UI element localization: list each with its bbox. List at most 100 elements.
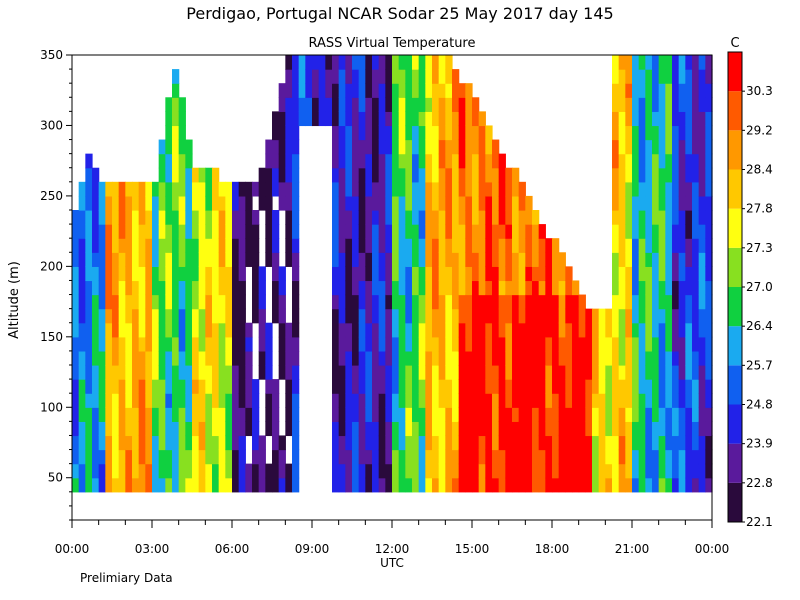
heatmap-cell [532,224,540,239]
heatmap-cell [592,379,600,394]
heatmap-cell [292,463,300,479]
heatmap-cell [452,463,460,479]
heatmap-cell [412,167,420,183]
heatmap-cell [145,336,153,352]
heatmap-cell [212,238,220,253]
heatmap-cell [292,55,300,70]
heatmap-cell [498,308,506,324]
heatmap-cell [338,69,346,84]
heatmap-cell [558,393,566,408]
heatmap-cell [465,393,473,408]
heatmap-cell [672,421,680,437]
heatmap-cell [512,322,520,338]
heatmap-cell [605,336,613,352]
heatmap-cell [685,294,693,310]
heatmap-cell [418,153,426,169]
heatmap-cell [438,365,446,380]
heatmap-cell [138,252,146,267]
heatmap-cell [465,463,473,479]
heatmap-cell [112,393,120,408]
heatmap-cell [252,266,260,282]
heatmap-cell [345,210,353,225]
heatmap-cell [432,379,440,394]
heatmap-cell [232,322,240,338]
heatmap-cell [692,294,700,310]
heatmap-cell [458,224,466,239]
heatmap-cell [338,195,346,211]
heatmap-cell [258,435,266,451]
heatmap-cell [345,83,353,98]
heatmap-cell [472,449,480,465]
heatmap-cell [72,224,80,239]
heatmap-cell [472,167,480,183]
heatmap-cell [172,379,180,394]
heatmap-cell [192,336,200,352]
heatmap-cell [578,449,586,465]
heatmap-cell [225,393,233,408]
heatmap-cell [452,125,460,141]
heatmap-cell [265,407,273,422]
heatmap-cell [378,336,386,352]
heatmap-cell [132,224,140,239]
heatmap-cell [225,449,233,465]
heatmap-cell [418,280,426,296]
heatmap-cell [138,477,146,493]
heatmap-cell [445,266,453,282]
heatmap-cell [578,350,586,366]
heatmap-cell [92,407,100,422]
heatmap-cell [585,365,593,380]
heatmap-cell [432,477,440,493]
heatmap-cell [98,280,106,296]
heatmap-cell [412,294,420,310]
heatmap-cell [72,435,80,451]
heatmap-cell [78,435,86,451]
heatmap-cell [285,393,293,408]
heatmap-cell [478,421,486,437]
heatmap-cell [632,266,640,282]
heatmap-cell [705,280,713,296]
heatmap-cell [225,336,233,352]
heatmap-cell [538,393,546,408]
heatmap-cell [685,97,693,112]
heatmap-cell [432,435,440,451]
heatmap-cell [432,336,440,352]
heatmap-cell [392,181,400,197]
heatmap-cell [592,463,600,479]
heatmap-cell [252,393,260,408]
colorbar-swatch [728,52,742,92]
heatmap-cell [178,407,186,422]
heatmap-cell [172,407,180,422]
heatmap-cell [305,83,313,98]
colorbar-label: 23.9 [746,437,773,451]
heatmap-cell [692,350,700,366]
heatmap-cell [705,252,713,267]
heatmap-cell [432,97,440,112]
heatmap-cell [445,308,453,324]
heatmap-cell [685,125,693,141]
heatmap-cell [698,125,706,141]
heatmap-cell [265,477,273,493]
heatmap-cell [485,195,493,211]
heatmap-cell [585,336,593,352]
heatmap-cell [165,153,173,169]
heatmap-cell [165,365,173,380]
heatmap-cell [332,181,340,197]
heatmap-cell [165,111,173,127]
heatmap-cell [478,308,486,324]
heatmap-cell [265,421,273,437]
heatmap-cell [365,280,373,296]
heatmap-cell [532,238,540,253]
heatmap-cell [498,224,506,239]
heatmap-cell [212,379,220,394]
heatmap-cell [432,139,440,155]
colorbar-label: 29.2 [746,123,773,137]
heatmap-cell [572,407,580,422]
heatmap-cell [172,111,180,127]
heatmap-cell [652,365,660,380]
heatmap-cell [372,83,380,98]
heatmap-cell [658,210,666,225]
heatmap-cell [465,238,473,253]
heatmap-cell [105,238,113,253]
heatmap-cell [92,477,100,493]
heatmap-cell [638,294,646,310]
